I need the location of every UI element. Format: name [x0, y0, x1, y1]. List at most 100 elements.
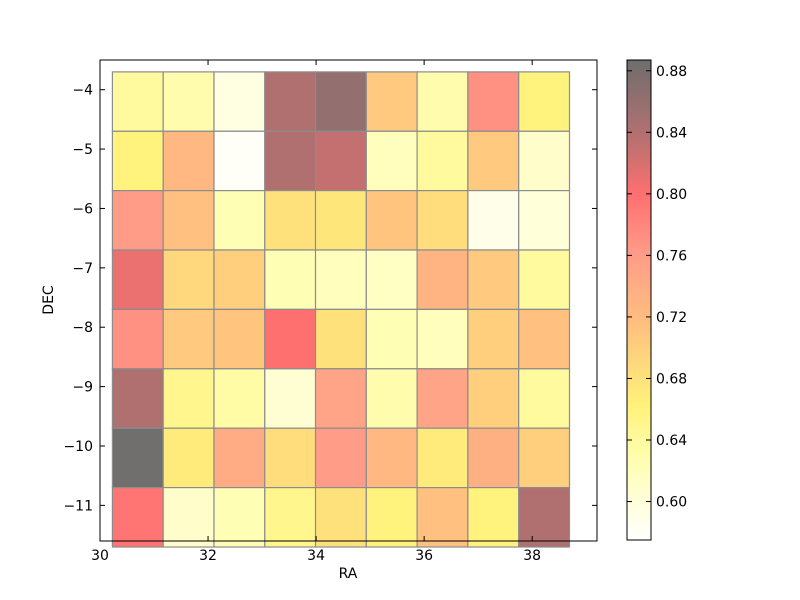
heatmap-cell — [518, 249, 571, 311]
heatmap-cell — [365, 308, 418, 370]
heatmap-cell — [213, 130, 266, 192]
x-tick-label: 36 — [415, 548, 433, 564]
heatmap-cell — [416, 71, 469, 132]
heatmap-cell — [416, 368, 469, 429]
heatmap-cell — [365, 130, 418, 192]
heatmap-cell — [264, 308, 317, 370]
x-tick-label: 38 — [523, 548, 541, 564]
heatmap-cell — [416, 487, 469, 548]
heatmap-cell — [467, 308, 520, 370]
x-tick-label: 30 — [91, 548, 109, 564]
heatmap-cell — [467, 190, 520, 251]
heatmap-cell — [518, 308, 571, 370]
heatmap-cell — [365, 427, 418, 489]
heatmap-cell — [416, 190, 469, 251]
heatmap-cell — [314, 190, 367, 251]
heatmap-cell — [467, 368, 520, 429]
colorbar-tick-label: 0.64 — [656, 433, 687, 449]
colorbar-tick-label: 0.76 — [656, 248, 687, 264]
heatmap-cell — [416, 130, 469, 192]
heatmap-cell — [518, 427, 571, 489]
heatmap-cell — [111, 308, 164, 370]
heatmap-cell — [518, 368, 571, 429]
heatmap-cell — [111, 427, 164, 489]
heatmap-cell — [365, 487, 418, 548]
heatmap-cell — [314, 308, 367, 370]
heatmap-cell — [416, 308, 469, 370]
heatmap-cell — [467, 487, 520, 548]
colorbar-gradient — [626, 59, 652, 541]
heatmap-cell — [518, 71, 571, 132]
heatmap-cell — [264, 249, 317, 311]
plot-frame — [99, 59, 598, 542]
heatmap-cell — [162, 249, 215, 311]
y-tick-label: −10 — [63, 439, 93, 455]
heatmap-cell — [213, 249, 266, 311]
heatmap-cell — [518, 487, 571, 548]
heatmap-cell — [111, 71, 164, 132]
heatmap-cell — [314, 71, 367, 132]
heatmap-cell — [264, 71, 317, 132]
heatmap-cell — [314, 130, 367, 192]
x-tick-label: 32 — [199, 548, 217, 564]
heatmap-cell — [264, 427, 317, 489]
heatmap-cell — [264, 368, 317, 429]
y-tick-label: −9 — [72, 380, 93, 396]
heatmap-cell — [213, 308, 266, 370]
y-tick-label: −5 — [72, 142, 93, 158]
heatmap-cell — [213, 368, 266, 429]
heatmap-cell — [314, 368, 367, 429]
heatmap-cell — [162, 427, 215, 489]
heatmap-cell — [162, 130, 215, 192]
heatmap-cell — [264, 487, 317, 548]
heatmap-cell — [111, 249, 164, 311]
heatmap-cell — [111, 368, 164, 429]
heatmap-cell — [467, 71, 520, 132]
heatmap-cell — [314, 249, 367, 311]
heatmap-cell — [162, 190, 215, 251]
heatmap-cell — [213, 71, 266, 132]
heatmap-cell — [518, 130, 571, 192]
x-tick-label: 34 — [307, 548, 325, 564]
heatmap-cell — [365, 368, 418, 429]
colorbar-tick-label: 0.80 — [656, 187, 687, 203]
heatmap-cell — [314, 427, 367, 489]
colorbar-tick-label: 0.72 — [656, 310, 687, 326]
heatmap-cell — [162, 368, 215, 429]
colorbar: 0.60 0.64 0.68 0.72 0.76 0.80 0.84 0.88 — [626, 59, 687, 541]
colorbar-tick-label: 0.68 — [656, 371, 687, 387]
colorbar-tick-label: 0.84 — [656, 125, 687, 141]
heatmap-cell — [416, 427, 469, 489]
colorbar-tick-label: 0.60 — [656, 495, 687, 511]
heatmap-cell — [111, 130, 164, 192]
y-tick-label: −11 — [63, 498, 93, 514]
heatmap-cell — [416, 249, 469, 311]
heatmap-cell — [314, 487, 367, 548]
heatmap-cell — [467, 130, 520, 192]
heatmap-cell — [213, 190, 266, 251]
heatmap-cell — [467, 427, 520, 489]
y-tick-label: −6 — [72, 201, 93, 217]
y-tick-label: −4 — [72, 83, 93, 99]
heatmap-cell — [518, 190, 571, 251]
y-tick-label: −8 — [72, 320, 93, 336]
y-axis: −4 −5 −6 −7 −8 −9 −10 −11 — [63, 83, 597, 514]
heatmap-cell — [365, 249, 418, 311]
heatmap-cell — [213, 427, 266, 489]
heatmap-cell — [162, 487, 215, 548]
heatmap-cell — [264, 130, 317, 192]
plot-area — [111, 71, 571, 548]
heatmap-cell — [111, 487, 164, 548]
colorbar-tick-label: 0.88 — [656, 64, 687, 80]
heatmap-cell — [111, 190, 164, 251]
heatmap-cell — [162, 308, 215, 370]
heatmap-cell — [213, 487, 266, 548]
y-axis-label: DEC — [41, 285, 57, 315]
heatmap-cell — [162, 71, 215, 132]
heatmap-cell — [365, 190, 418, 251]
heatmap-cell — [264, 190, 317, 251]
heatmap-cell — [365, 71, 418, 132]
x-axis: 30 32 34 36 38 — [91, 60, 541, 564]
heatmap-cell — [467, 249, 520, 311]
